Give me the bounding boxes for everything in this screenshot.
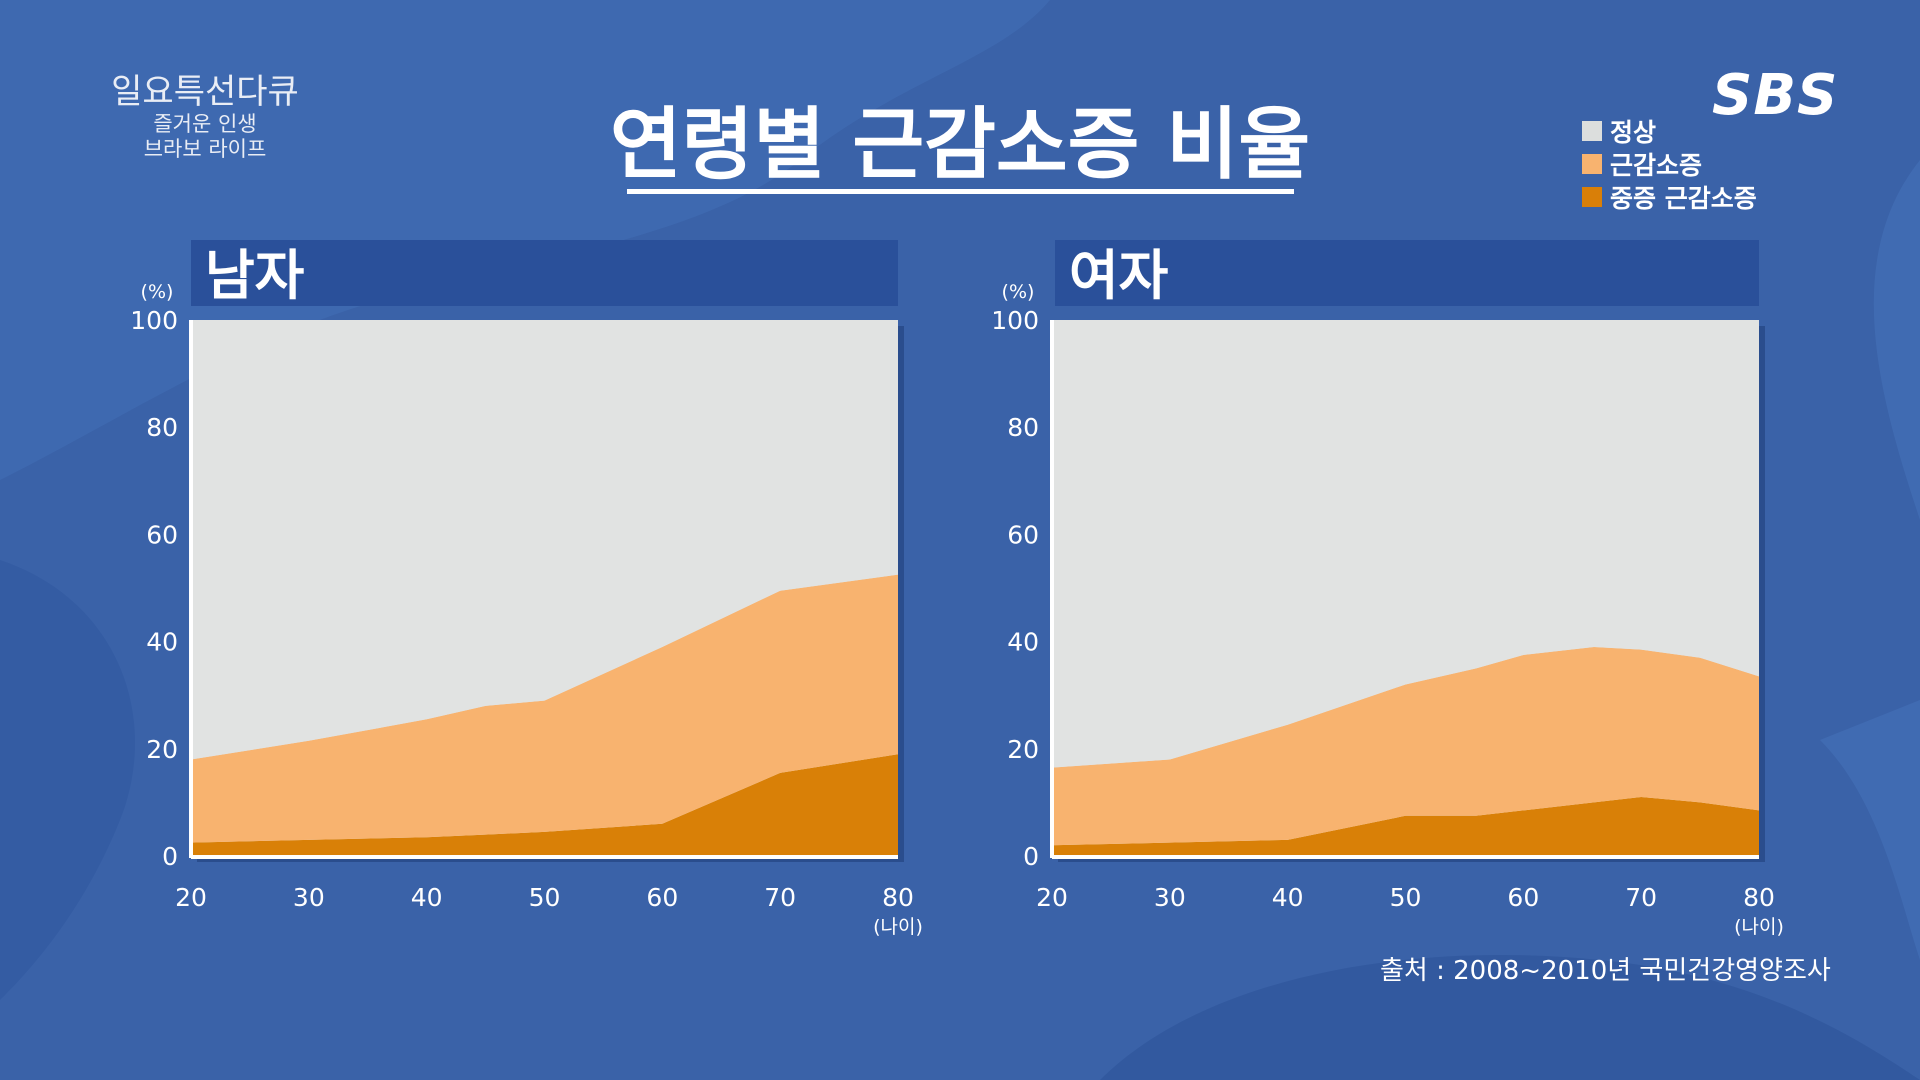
y-tick-label: 80 xyxy=(1007,413,1039,442)
area-sarcopenia xyxy=(1052,647,1759,846)
x-axis-label: (나이) xyxy=(873,916,923,938)
chart-panel-female: 여자 0 20 40 60 80 100 (%) 20 30 40 50 60 70 80 (나이) xyxy=(991,240,1784,938)
x-tick-label: 40 xyxy=(1272,883,1304,912)
panel-header xyxy=(1055,240,1759,306)
sbs-logo: SBS xyxy=(1712,63,1839,128)
x-tick-label: 80 xyxy=(1743,883,1775,912)
legend-swatch-normal xyxy=(1582,120,1602,141)
legend-item-sarcopenia: 근감소증 xyxy=(1582,147,1757,180)
legend-label-severe: 중증 근감소증 xyxy=(1610,183,1757,213)
legend-label-normal: 정상 xyxy=(1610,117,1657,147)
panel-title: 여자 xyxy=(1069,244,1169,307)
x-tick-label: 20 xyxy=(1036,883,1068,912)
y-axis-label: (%) xyxy=(1002,281,1035,303)
show-subtitle-line1: 즐거운 인생 xyxy=(153,112,257,136)
panel-header xyxy=(191,240,898,306)
y-tick-label: 20 xyxy=(1007,735,1039,764)
x-tick-label: 50 xyxy=(529,883,561,912)
x-tick-label: 60 xyxy=(646,883,678,912)
area-severe xyxy=(191,754,898,856)
show-title: 일요특선다큐 즐거운 인생 브라보 라이프 xyxy=(80,72,330,162)
y-tick-label: 40 xyxy=(1007,628,1039,657)
source-note: 출처 : 2008~2010년 국민건강영양조사 xyxy=(1380,956,1831,986)
chart-panel-male: 남자 0 20 40 60 80 100 (%) 20 30 40 50 60 70 80 (나이) xyxy=(130,240,923,938)
y-tick-label: 60 xyxy=(1007,520,1039,549)
legend-label-sarcopenia: 근감소증 xyxy=(1610,150,1703,180)
y-axis-label: (%) xyxy=(141,281,174,303)
y-tick-label: 80 xyxy=(146,413,178,442)
x-tick-label: 40 xyxy=(411,883,443,912)
x-tick-label: 70 xyxy=(764,883,796,912)
x-tick-label: 30 xyxy=(293,883,325,912)
area-normal xyxy=(191,320,898,760)
page-title: 연령별 근감소증 비율 xyxy=(609,100,1311,190)
legend-swatch-severe xyxy=(1582,186,1602,207)
legend-item-severe: 중증 근감소증 xyxy=(1582,180,1757,213)
show-title-main: 일요특선다큐 xyxy=(111,72,299,112)
legend-item-normal: 정상 xyxy=(1582,114,1757,147)
y-tick-label: 20 xyxy=(146,735,178,764)
area-sarcopenia xyxy=(191,574,898,843)
y-tick-label: 60 xyxy=(146,520,178,549)
y-tick-label: 100 xyxy=(991,306,1039,335)
x-tick-label: 30 xyxy=(1154,883,1186,912)
show-subtitle-line2: 브라보 라이프 xyxy=(143,137,267,161)
y-tick-label: 0 xyxy=(162,842,178,871)
x-tick-label: 70 xyxy=(1625,883,1657,912)
x-tick-label: 50 xyxy=(1390,883,1422,912)
panel-title: 남자 xyxy=(205,244,305,307)
legend-swatch-sarcopenia xyxy=(1582,153,1602,174)
area-normal xyxy=(1052,320,1759,768)
x-tick-label: 80 xyxy=(882,883,914,912)
x-tick-label: 20 xyxy=(175,883,207,912)
y-tick-label: 40 xyxy=(146,628,178,657)
y-tick-label: 100 xyxy=(130,306,178,335)
x-tick-label: 60 xyxy=(1507,883,1539,912)
x-axis-label: (나이) xyxy=(1734,916,1784,938)
y-tick-label: 0 xyxy=(1023,842,1039,871)
legend: 정상 근감소증 중증 근감소증 xyxy=(1582,114,1757,213)
title-underline xyxy=(627,189,1294,194)
